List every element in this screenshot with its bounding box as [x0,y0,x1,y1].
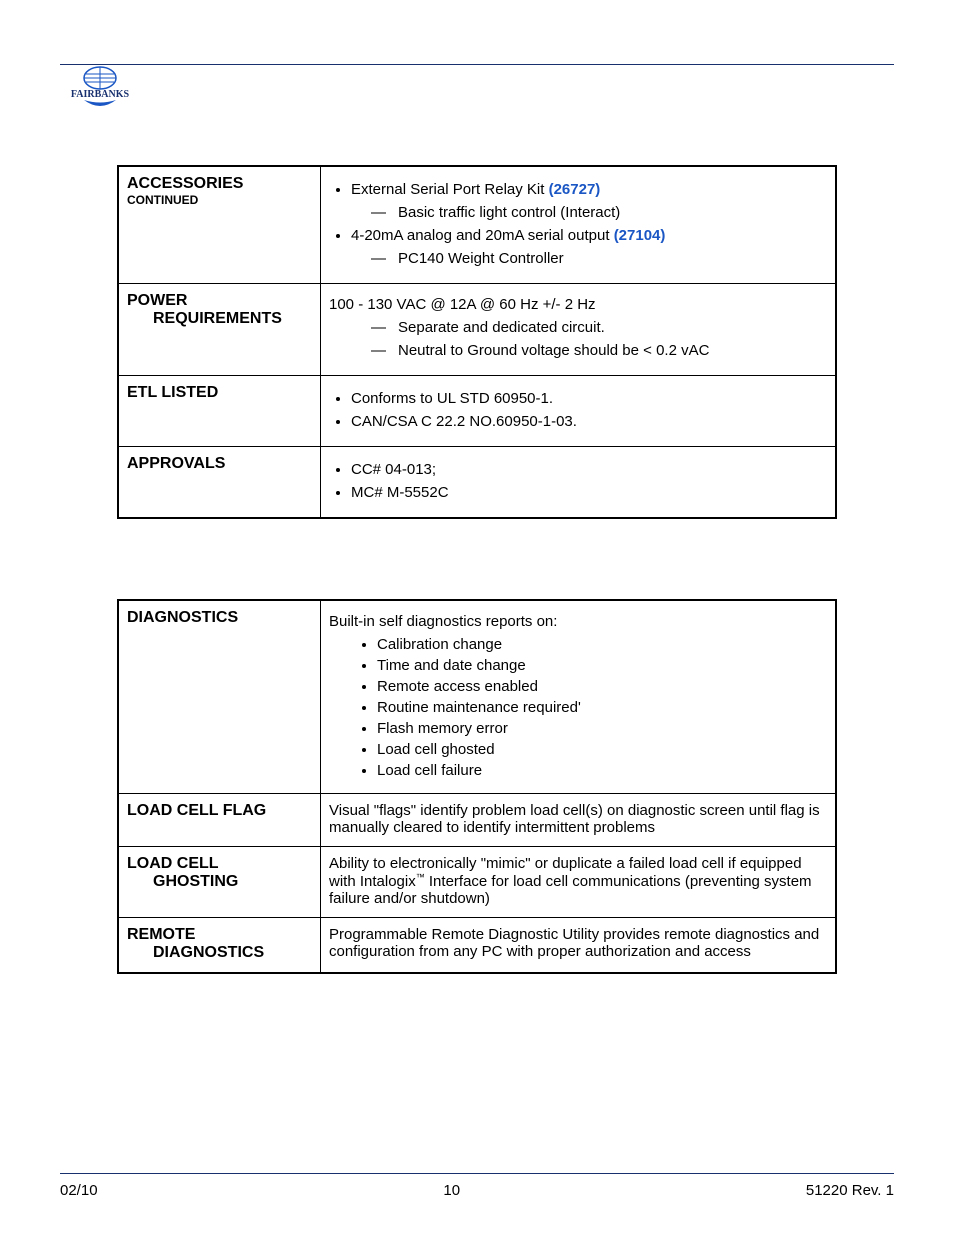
list-item: Conforms to UL STD 60950-1. [351,390,827,407]
row-content: Programmable Remote Diagnostic Utility p… [321,918,837,974]
row-label: APPROVALS [118,447,321,519]
list-item: External Serial Port Relay Kit (26727) [351,181,827,198]
table-row: ETL LISTED Conforms to UL STD 60950-1. C… [118,376,836,447]
row-content: Visual "flags" identify problem load cel… [321,794,837,847]
list-item: Routine maintenance required' [377,699,827,716]
row-content: Conforms to UL STD 60950-1. CAN/CSA C 22… [321,376,837,447]
row-content: CC# 04-013; MC# M-5552C [321,447,837,519]
spec-table-1: ACCESSORIES CONTINUED External Serial Po… [117,165,837,519]
label-main: POWER [127,292,187,309]
footer-rule [60,1173,894,1174]
label-main: APPROVALS [127,455,225,472]
label-main: ACCESSORIES [127,175,243,192]
header-rule [60,64,894,65]
logo-text: FAIRBANKS [71,89,130,100]
page-footer: 02/10 10 51220 Rev. 1 [60,1173,894,1199]
list-item: Flash memory error [377,720,827,737]
row-content: Ability to electronically "mimic" or dup… [321,847,837,918]
row-label: DIAGNOSTICS [118,600,321,794]
row-content: Built-in self diagnostics reports on: Ca… [321,600,837,794]
text-line: 100 - 130 VAC @ 12A @ 60 Hz +/- 2 Hz [329,296,827,313]
label-sub: REQUIREMENTS [127,310,312,328]
row-label: LOAD CELL GHOSTING [118,847,321,918]
row-label: REMOTE DIAGNOSTICS [118,918,321,974]
label-sub: GHOSTING [127,873,312,891]
paragraph: Visual "flags" identify problem load cel… [329,802,827,836]
table-row: APPROVALS CC# 04-013; MC# M-5552C [118,447,836,519]
paragraph: Ability to electronically "mimic" or dup… [329,855,827,907]
dash-item: PC140 Weight Controller [371,250,827,267]
spec-table-2: DIAGNOSTICS Built-in self diagnostics re… [117,599,837,974]
table-row: ACCESSORIES CONTINUED External Serial Po… [118,166,836,284]
page-header: FAIRBANKS [60,64,894,65]
table-row: LOAD CELL FLAG Visual "flags" identify p… [118,794,836,847]
part-number: (27104) [614,227,666,244]
intro-text: Built-in self diagnostics reports on: [329,613,827,630]
table-row: DIAGNOSTICS Built-in self diagnostics re… [118,600,836,794]
list-item: Load cell ghosted [377,741,827,758]
footer-doc-number: 51220 Rev. 1 [806,1182,894,1199]
page: FAIRBANKS ACCESSORIES CONTINUED External… [0,0,954,1235]
row-label: POWER REQUIREMENTS [118,284,321,376]
list-item: Time and date change [377,657,827,674]
label-main: LOAD CELL FLAG [127,802,266,819]
label-main: REMOTE [127,926,195,943]
dash-item: Basic traffic light control (Interact) [371,204,827,221]
row-content: 100 - 130 VAC @ 12A @ 60 Hz +/- 2 Hz Sep… [321,284,837,376]
label-main: LOAD CELL [127,855,219,872]
dash-item: Separate and dedicated circuit. [371,319,827,336]
table-row: REMOTE DIAGNOSTICS Programmable Remote D… [118,918,836,974]
row-label: ETL LISTED [118,376,321,447]
row-label: LOAD CELL FLAG [118,794,321,847]
paragraph: Programmable Remote Diagnostic Utility p… [329,926,827,960]
row-label: ACCESSORIES CONTINUED [118,166,321,284]
table-row: LOAD CELL GHOSTING Ability to electronic… [118,847,836,918]
table-row: POWER REQUIREMENTS 100 - 130 VAC @ 12A @… [118,284,836,376]
list-item: Calibration change [377,636,827,653]
label-main: ETL LISTED [127,384,218,401]
label-sub: CONTINUED [127,193,312,207]
footer-date: 02/10 [60,1182,98,1199]
list-item: MC# M-5552C [351,484,827,501]
list-item: CC# 04-013; [351,461,827,478]
label-main: DIAGNOSTICS [127,609,238,626]
list-item: CAN/CSA C 22.2 NO.60950-1-03. [351,413,827,430]
list-item: Remote access enabled [377,678,827,695]
list-item: 4-20mA analog and 20mA serial output (27… [351,227,827,244]
footer-page-number: 10 [443,1182,460,1199]
fairbanks-logo: FAIRBANKS [70,64,130,118]
row-content: External Serial Port Relay Kit (26727) B… [321,166,837,284]
part-number: (26727) [549,181,601,198]
label-sub: DIAGNOSTICS [127,944,312,962]
dash-item: Neutral to Ground voltage should be < 0.… [371,342,827,359]
trademark-symbol: ™ [416,872,425,882]
list-item: Load cell failure [377,762,827,779]
